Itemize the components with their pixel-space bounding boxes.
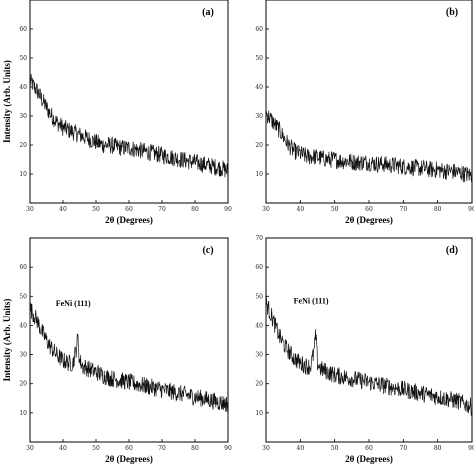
y-tick-label: 50 <box>255 293 263 300</box>
series-line <box>29 302 229 412</box>
x-tick-label: 80 <box>191 445 199 452</box>
y-tick-label: 60 <box>255 26 263 33</box>
x-tick-label: 50 <box>331 445 339 452</box>
x-axis-title: 2θ (Degrees) <box>105 215 153 225</box>
x-tick-label: 80 <box>191 206 199 213</box>
y-tick-label: 20 <box>255 381 263 388</box>
x-tick-label: 70 <box>400 206 408 213</box>
y-axis-title: Intensity (Arb. Units) <box>2 299 12 382</box>
peak-annotation: FeNi (111) <box>56 299 91 308</box>
y-tick-label: 10 <box>19 410 27 417</box>
x-tick-label: 60 <box>365 445 373 452</box>
y-axis-title: Intensity (Arb. Units) <box>2 60 12 143</box>
y-tick-label: 10 <box>19 171 27 178</box>
x-axis-title: 2θ (Degrees) <box>105 454 153 464</box>
y-tick-label: 60 <box>255 264 263 271</box>
series-line <box>265 110 473 183</box>
x-tick-label: 30 <box>262 445 270 452</box>
y-tick-label: 50 <box>19 55 27 62</box>
y-tick-label: 20 <box>19 142 27 149</box>
y-tick-label: 50 <box>19 293 27 300</box>
x-tick-label: 60 <box>125 445 133 452</box>
x-tick-label: 90 <box>224 206 232 213</box>
peak-annotation: FeNi (111) <box>294 296 329 305</box>
plot-frame <box>29 0 229 204</box>
panel-b: 30 40 50 60 70 80 90 10 20 30 40 50 60 (b) 2θ (Degrees… <box>255 0 474 225</box>
y-tick-label: 10 <box>255 171 263 178</box>
x-tick-label: 80 <box>434 445 442 452</box>
y-tick-label: 50 <box>255 55 263 62</box>
y-tick-label: 70 <box>255 235 263 242</box>
y-tick-label: 30 <box>255 352 263 359</box>
panel-c: 30 40 50 60 70 80 90 10 20 30 40 50 60 (c) FeNi (111) 2… <box>2 237 232 464</box>
y-tick-label: 40 <box>19 322 27 329</box>
y-tick-label: 20 <box>19 381 27 388</box>
x-tick-label: 30 <box>262 206 270 213</box>
plot-frame <box>265 0 473 204</box>
x-tick-label: 30 <box>26 445 34 452</box>
x-tick-label: 60 <box>365 206 373 213</box>
x-tick-label: 40 <box>59 206 67 213</box>
x-axis-title: 2θ (Degrees) <box>345 215 393 225</box>
x-tick-label: 50 <box>92 445 100 452</box>
y-tick-label: 60 <box>19 26 27 33</box>
panel-a: 30 40 50 60 70 80 90 10 20 30 40 50 60 (a) 2θ (Degrees… <box>2 0 232 225</box>
plot-frame <box>29 237 229 443</box>
panel-label: (b) <box>446 7 458 18</box>
y-tick-label: 30 <box>255 113 263 120</box>
y-tick-label: 30 <box>19 352 27 359</box>
x-tick-label: 40 <box>297 206 305 213</box>
x-tick-label: 60 <box>125 206 133 213</box>
y-tick-label: 30 <box>19 113 27 120</box>
plot-frame <box>265 237 473 443</box>
y-tick-label: 60 <box>19 264 27 271</box>
x-tick-label: 50 <box>92 206 100 213</box>
x-axis-title: 2θ (Degrees) <box>345 454 393 464</box>
y-tick-label: 40 <box>255 84 263 91</box>
x-tick-label: 70 <box>400 445 408 452</box>
x-tick-label: 90 <box>468 206 474 213</box>
x-tick-label: 40 <box>297 445 305 452</box>
x-tick-label: 80 <box>434 206 442 213</box>
x-tick-label: 90 <box>468 445 474 452</box>
x-tick-label: 40 <box>59 445 67 452</box>
series-line <box>29 74 229 178</box>
y-tick-label: 10 <box>255 410 263 417</box>
series-line <box>265 296 473 417</box>
y-tick-label: 40 <box>19 84 27 91</box>
panel-label: (a) <box>202 7 214 18</box>
x-tick-label: 70 <box>158 445 166 452</box>
x-tick-label: 70 <box>158 206 166 213</box>
panel-d: 30 40 50 60 70 80 90 10 20 30 40 50 60 70 (d) FeNi (111… <box>255 235 474 464</box>
y-tick-label: 40 <box>255 322 263 329</box>
x-tick-label: 30 <box>26 206 34 213</box>
x-tick-label: 50 <box>331 206 339 213</box>
panel-label: (c) <box>202 245 213 256</box>
panel-label: (d) <box>446 245 458 256</box>
x-tick-label: 90 <box>224 445 232 452</box>
y-tick-label: 20 <box>255 142 263 149</box>
